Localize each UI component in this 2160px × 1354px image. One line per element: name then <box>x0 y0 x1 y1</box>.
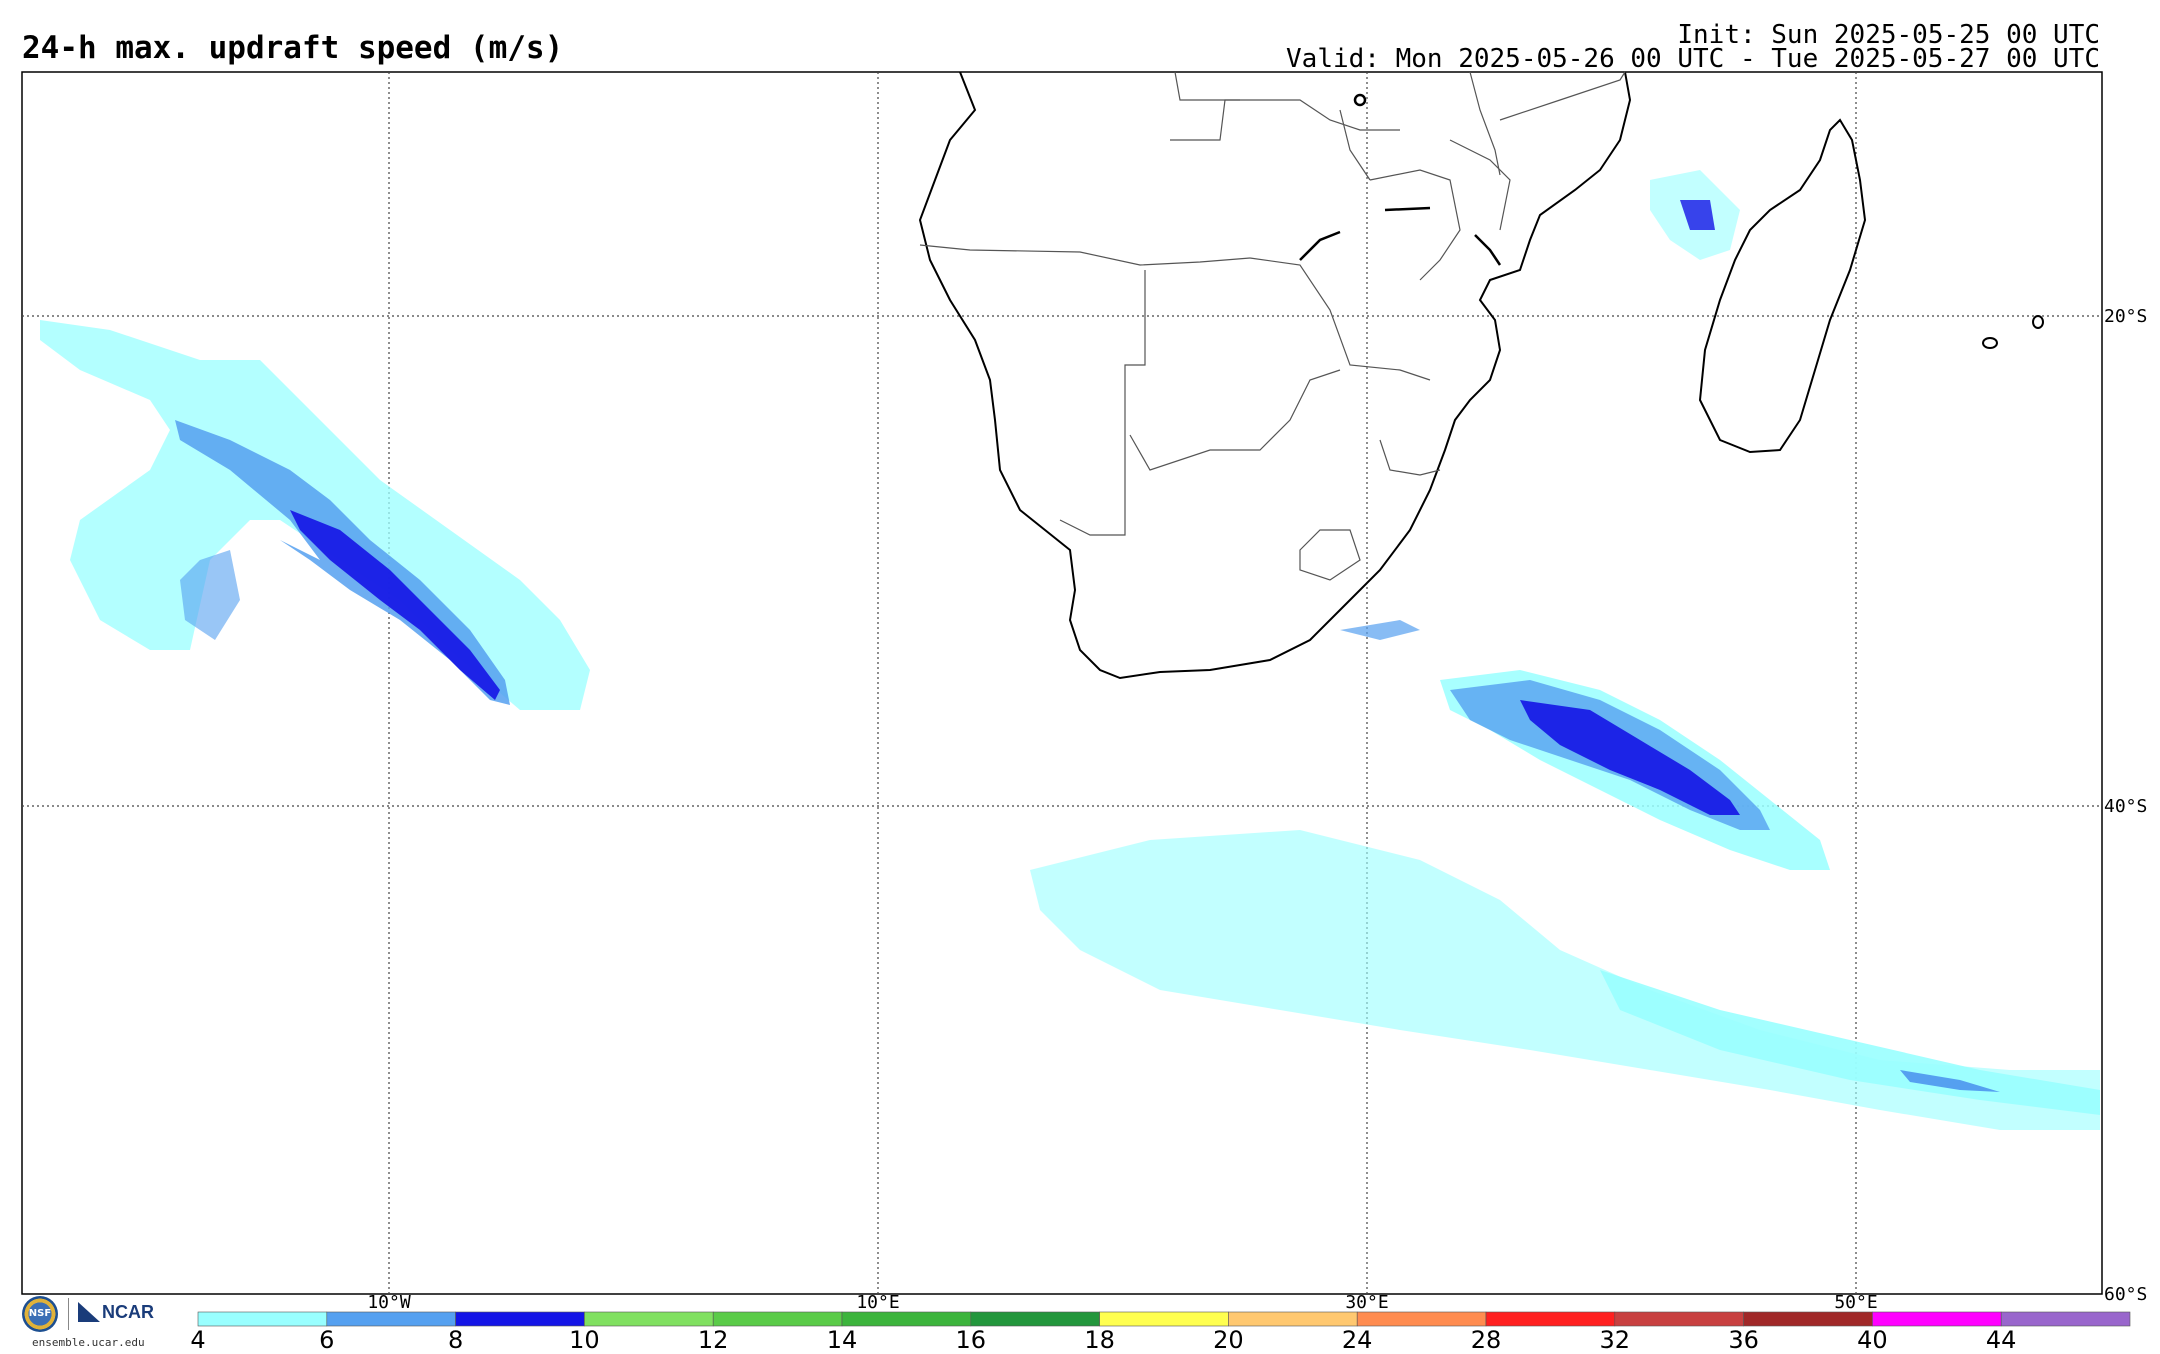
ncar-logo: NCAR <box>102 1302 154 1322</box>
country-borders <box>919 71 1626 581</box>
colorbar-label: 28 <box>1470 1326 1502 1354</box>
colorbar-swatch <box>455 1311 585 1327</box>
colorbar-swatch <box>1872 1311 2002 1327</box>
lat-label-40s: 40°S <box>2104 796 2147 817</box>
map-frame <box>21 71 2103 1295</box>
site-url: ensemble.ucar.edu <box>32 1336 145 1349</box>
colorbar <box>197 1311 2131 1327</box>
colorbar-swatch <box>1614 1311 1744 1327</box>
colorbar-swatch <box>712 1311 843 1327</box>
lon-label-10w: 10°W <box>367 1292 411 1313</box>
colorbar-label: 20 <box>1213 1326 1244 1354</box>
colorbar-swatch <box>1485 1311 1616 1327</box>
colorbar-label: 24 <box>1341 1326 1373 1354</box>
madagascar-outline <box>1698 118 1867 454</box>
colorbar-label: 36 <box>1728 1326 1759 1354</box>
colorbar-label: 12 <box>697 1326 729 1354</box>
colorbar-label: 44 <box>1985 1326 2017 1354</box>
colorbar-swatch <box>1356 1311 1487 1327</box>
colorbar-swatch <box>2000 1311 2131 1327</box>
colorbar-label: 10 <box>569 1326 600 1354</box>
colorbar-swatch <box>1228 1311 1358 1327</box>
colorbar-label: 4 <box>190 1326 206 1354</box>
colorbar-swatch <box>197 1311 328 1327</box>
nsf-logo: NSF <box>22 1296 58 1332</box>
lon-labels: 10°W 10°E 30°E 50°E <box>367 1292 1877 1313</box>
colorbar-label: 14 <box>826 1326 858 1354</box>
lat-label-20s: 20°S <box>2104 306 2147 327</box>
updraft-field-madagascar <box>1650 170 1740 260</box>
colorbar-swatch <box>584 1311 714 1327</box>
map-title: 24-h max. updraft speed (m/s) <box>22 30 564 66</box>
colorbar-swatch <box>970 1311 1100 1327</box>
colorbar-swatch <box>1743 1311 1873 1327</box>
colorbar-label: 40 <box>1857 1326 1888 1354</box>
lon-label-30e: 30°E <box>1345 1292 1388 1313</box>
init-time: Init: Sun 2025-05-25 00 UTC <box>1677 20 2100 50</box>
logo-divider <box>68 1298 69 1330</box>
ncar-mark-icon <box>78 1302 100 1322</box>
lon-label-50e: 50°E <box>1834 1292 1877 1313</box>
lat-labels: 20°S 40°S 60°S <box>2104 306 2147 1305</box>
lat-label-60s: 60°S <box>2104 1284 2147 1305</box>
colorbar-swatch <box>326 1311 456 1327</box>
coastlines <box>918 71 2044 680</box>
updraft-field-west <box>40 320 590 710</box>
lakes <box>1299 93 1502 266</box>
updraft-field-southeast <box>1030 620 2100 1130</box>
colorbar-label: 16 <box>955 1326 987 1354</box>
colorbar-label: 32 <box>1599 1326 1631 1354</box>
colorbar-label: 18 <box>1084 1326 1115 1354</box>
colorbar-swatch <box>841 1311 972 1327</box>
colorbar-swatch <box>1099 1311 1229 1327</box>
colorbar-label: 6 <box>319 1326 335 1354</box>
valid-time: Valid: Mon 2025-05-26 00 UTC - Tue 2025-… <box>1286 44 2100 74</box>
graticule <box>22 72 2102 1294</box>
colorbar-label: 8 <box>447 1326 464 1354</box>
lon-label-10e: 10°E <box>856 1292 899 1313</box>
